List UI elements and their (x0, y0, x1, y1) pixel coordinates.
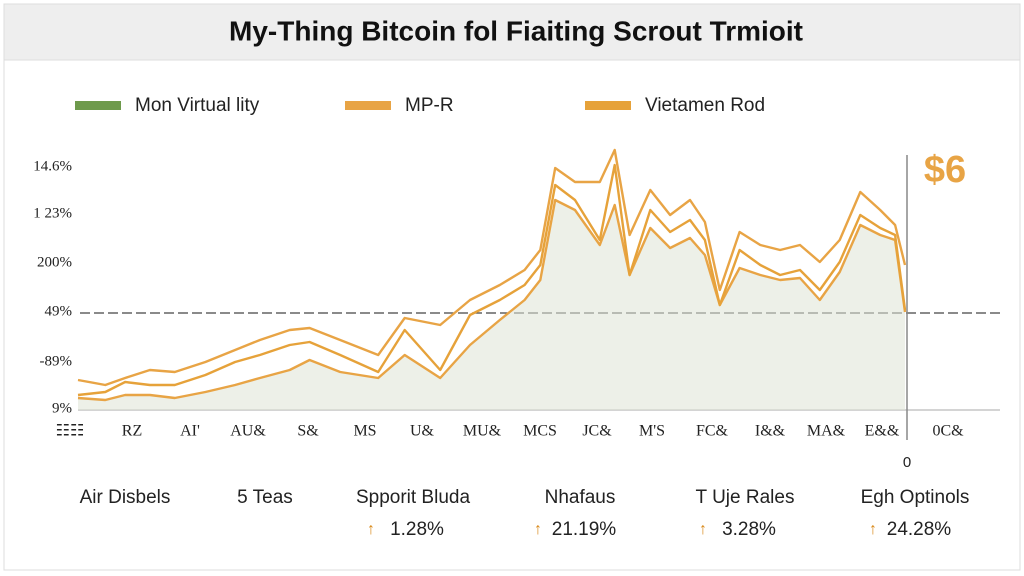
stat-value: 21.19% (552, 519, 617, 540)
legend-swatch (585, 101, 631, 110)
stat-label: Air Disbels (80, 487, 171, 508)
series-line (77, 198, 907, 402)
stat-arrow: ↑ (869, 521, 877, 538)
title-bar (3, 3, 1021, 61)
x-tick-label: 0C& (932, 423, 964, 440)
stat-label: Nhafaus (545, 487, 616, 508)
y-axis-label: 200% (37, 254, 72, 270)
y-axis-label: 49% (45, 303, 73, 319)
legend-swatch (75, 101, 121, 110)
x-tick-label: S& (297, 423, 319, 440)
series-area (78, 200, 905, 410)
y-axis-label: -89% (40, 353, 73, 369)
annotation: $6 (924, 149, 966, 191)
annotation: 0 (903, 454, 911, 471)
y-axis-label: 1 23% (33, 205, 72, 221)
x-tick-label: I&& (755, 423, 786, 440)
stat-value: 24.28% (887, 519, 952, 540)
y-axis-label: 9% (52, 400, 72, 416)
x-tick-label: AU& (230, 423, 266, 440)
legend-label: MP-R (405, 95, 454, 116)
x-tick-label: M'S (639, 423, 665, 440)
x-tick-label: FC& (696, 423, 729, 440)
x-tick-label: JC& (582, 423, 612, 440)
x-tick-label: AI' (180, 423, 200, 440)
stat-value: 1.28% (390, 519, 444, 540)
stat-label: Spporit Bluda (356, 487, 471, 508)
stat-label: T Uje Rales (696, 487, 795, 508)
x-tick-label: E&& (865, 423, 900, 440)
x-tick-label: ☷☷ (56, 423, 85, 440)
legend-label: Vietamen Rod (645, 95, 765, 116)
stat-value: 3.28% (722, 519, 776, 540)
stat-label: Egh Optinols (861, 487, 970, 508)
x-tick-label: U& (410, 423, 435, 440)
y-axis-label: 14.6% (33, 158, 72, 174)
x-tick-label: RZ (122, 423, 142, 440)
legend-swatch (345, 101, 391, 110)
series-line (77, 163, 907, 397)
x-tick-label: MCS (523, 423, 557, 440)
stat-label: 5 Teas (237, 487, 293, 508)
chart-title: My-Thing Bitcoin fol Fiaiting Scrout Trm… (229, 15, 803, 46)
series-line (77, 148, 907, 387)
legend-label: Mon Virtual lity (135, 95, 260, 116)
x-tick-label: MS (353, 423, 376, 440)
stat-arrow: ↑ (534, 521, 542, 538)
stat-arrow: ↑ (367, 521, 375, 538)
x-tick-label: MU& (463, 423, 502, 440)
x-tick-label: MA& (807, 423, 846, 440)
stat-arrow: ↑ (699, 521, 707, 538)
